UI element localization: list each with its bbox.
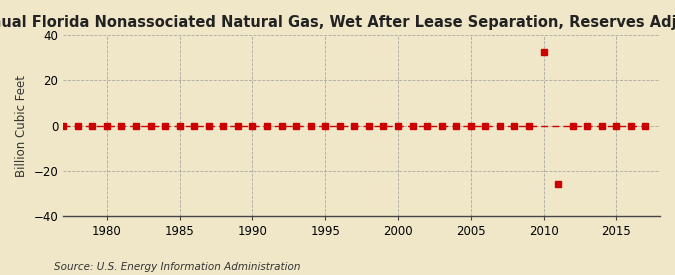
Text: Source: U.S. Energy Information Administration: Source: U.S. Energy Information Administ… <box>54 262 300 272</box>
Y-axis label: Billion Cubic Feet: Billion Cubic Feet <box>15 75 28 177</box>
Title: Annual Florida Nonassociated Natural Gas, Wet After Lease Separation, Reserves A: Annual Florida Nonassociated Natural Gas… <box>0 15 675 30</box>
